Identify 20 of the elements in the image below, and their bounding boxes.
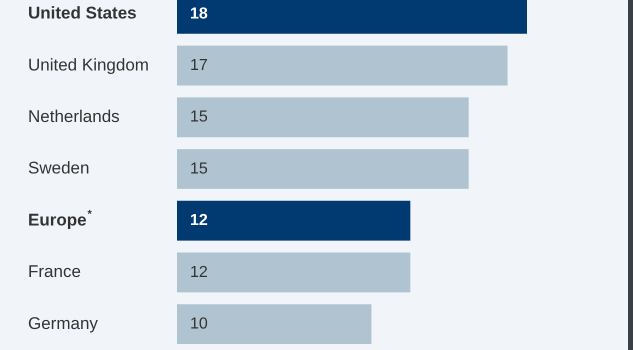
data-label: 10 xyxy=(190,316,208,333)
y-tick-label: United States xyxy=(28,4,137,23)
bar xyxy=(177,304,372,344)
y-tick-label: Germany xyxy=(28,314,98,333)
bar xyxy=(177,97,469,138)
data-label: 18 xyxy=(190,5,208,22)
bar xyxy=(177,46,508,86)
y-tick-label: United Kingdom xyxy=(28,55,149,74)
data-label: 15 xyxy=(190,108,208,126)
data-label: 12 xyxy=(190,212,208,230)
y-tick-label: Netherlands xyxy=(28,106,120,126)
data-label: 17 xyxy=(190,56,208,74)
y-tick-label: Sweden xyxy=(28,158,90,178)
data-label: 15 xyxy=(190,160,208,178)
bar xyxy=(177,252,410,292)
data-label: 12 xyxy=(190,264,208,281)
bar xyxy=(177,200,410,241)
y-tick-label: Europe* xyxy=(28,208,93,230)
bar xyxy=(177,149,469,189)
y-tick-label: France xyxy=(28,262,81,282)
